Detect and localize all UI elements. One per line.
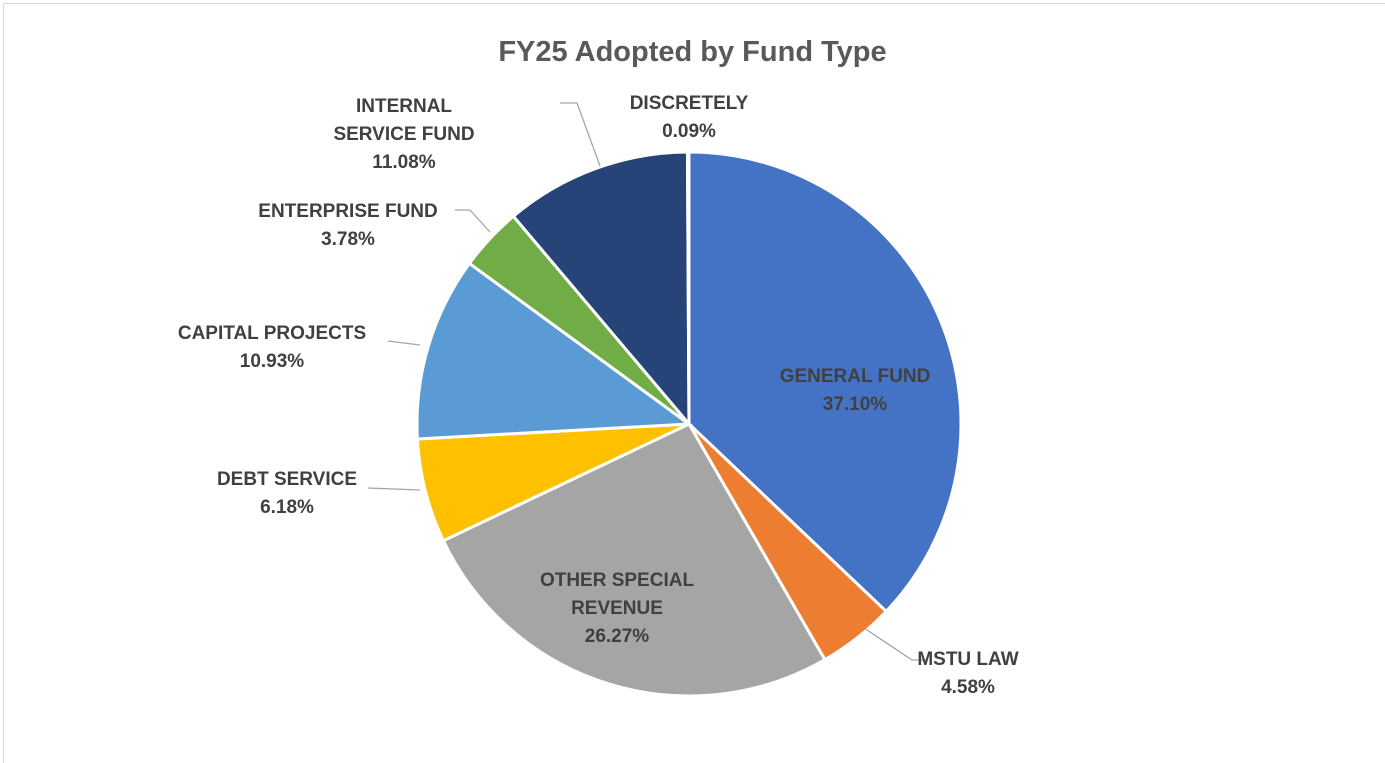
value-label: 11.08% bbox=[372, 152, 436, 173]
category-label: DISCRETELY bbox=[629, 93, 749, 114]
leader-line bbox=[455, 209, 491, 233]
value-label: 26.27% bbox=[584, 626, 650, 647]
pie-slice bbox=[511, 150, 691, 429]
chart-title: FY25 Adopted by Fund Type bbox=[498, 36, 887, 68]
leader-line bbox=[560, 102, 601, 167]
category-label: INTERNAL SERVICE FUND bbox=[333, 96, 475, 145]
data-label: OTHER SPECIAL REVENUE 26.27% bbox=[537, 567, 697, 651]
data-label: ENTERPRISE FUND 3.78% bbox=[228, 198, 468, 254]
category-label: CAPITAL PROJECTS bbox=[177, 323, 367, 344]
category-label: MSTU LAW bbox=[917, 649, 1019, 670]
value-label: 0.09% bbox=[662, 121, 716, 142]
value-label: 6.18% bbox=[260, 497, 314, 518]
pie-slice bbox=[415, 261, 694, 441]
value-label: 37.10% bbox=[822, 394, 888, 415]
leader-line bbox=[367, 487, 421, 491]
category-label: ENTERPRISE FUND bbox=[258, 201, 438, 222]
data-label: MSTU LAW 4.58% bbox=[893, 646, 1043, 702]
data-label: INTERNAL SERVICE FUND 11.08% bbox=[324, 93, 484, 177]
pie-slice bbox=[687, 150, 963, 614]
data-label: CAPITAL PROJECTS 10.93% bbox=[152, 320, 392, 376]
value-label: 10.93% bbox=[239, 351, 305, 372]
data-label: DEBT SERVICE 6.18% bbox=[197, 466, 377, 522]
pie-slice bbox=[441, 422, 827, 698]
category-label: GENERAL FUND bbox=[779, 366, 931, 387]
data-label: GENERAL FUND 37.10% bbox=[755, 363, 955, 419]
data-label: DISCRETELY 0.09% bbox=[609, 90, 769, 146]
leader-line bbox=[387, 340, 421, 346]
category-label: DEBT SERVICE bbox=[216, 469, 358, 490]
value-label: 3.78% bbox=[321, 229, 375, 250]
leader-lines bbox=[367, 102, 927, 661]
slices bbox=[415, 150, 963, 698]
pie-slice bbox=[685, 150, 691, 425]
category-label: OTHER SPECIAL REVENUE bbox=[539, 570, 695, 619]
value-label: 4.58% bbox=[941, 677, 995, 698]
leader-line bbox=[863, 627, 927, 661]
